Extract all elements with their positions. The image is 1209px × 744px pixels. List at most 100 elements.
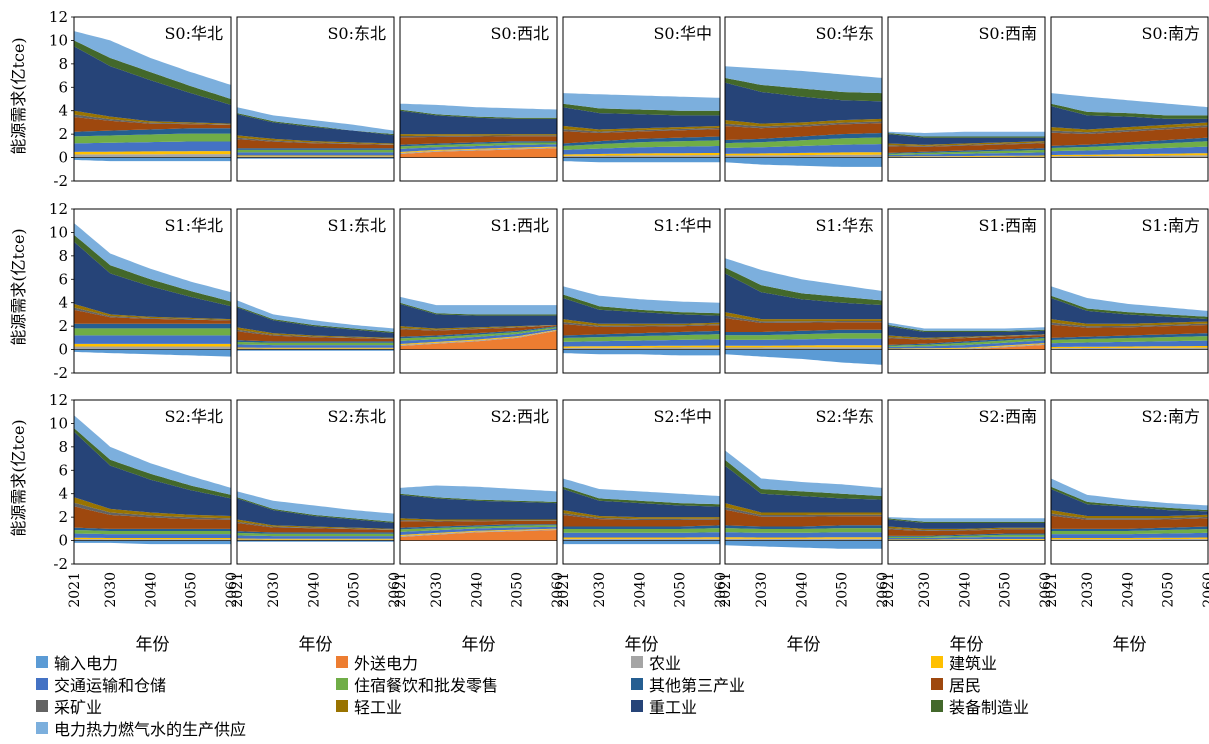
panel: S2:西北 2021 2030 2040 2050 2060 年份 bbox=[393, 399, 566, 655]
legend-swatch bbox=[631, 700, 643, 712]
area-交通运输和仓储 bbox=[563, 532, 720, 538]
panel: S0:南方 bbox=[1050, 16, 1209, 182]
area-采矿业 bbox=[725, 315, 882, 323]
area-轻工业 bbox=[888, 141, 1045, 146]
area-农业 bbox=[74, 346, 231, 350]
y-tick-label: -2 bbox=[53, 364, 68, 382]
area-装备制造业 bbox=[1051, 295, 1208, 320]
area-输入电力 bbox=[237, 157, 394, 159]
area-交通运输和仓储 bbox=[725, 144, 882, 154]
area-重工业 bbox=[1051, 489, 1208, 516]
area-其他第三产业 bbox=[1051, 333, 1208, 340]
legend-label: 装备制造业 bbox=[949, 698, 1030, 717]
panel: S1:南方 bbox=[1050, 208, 1209, 374]
area-电力热力燃气水的生产供应 bbox=[888, 131, 1045, 137]
legend-swatch bbox=[36, 722, 48, 734]
area-居民 bbox=[888, 143, 1045, 153]
area-采矿业 bbox=[725, 121, 882, 129]
x-tick-label: 2040 bbox=[958, 572, 974, 608]
panel-title: S0:南方 bbox=[1141, 24, 1200, 43]
area-输入电力 bbox=[725, 349, 882, 365]
panel-title: S1:南方 bbox=[1141, 216, 1200, 235]
area-采矿业 bbox=[888, 528, 1045, 531]
area-农业 bbox=[563, 155, 720, 158]
y-tick-label: 2 bbox=[58, 317, 68, 335]
area-建筑业 bbox=[888, 343, 1045, 349]
area-建筑业 bbox=[888, 539, 1045, 540]
area-农业 bbox=[74, 539, 231, 541]
area-电力热力燃气水的生产供应 bbox=[725, 258, 882, 301]
area-电力热力燃气水的生产供应 bbox=[725, 450, 882, 497]
y-tick-label: 0 bbox=[58, 341, 68, 359]
area-轻工业 bbox=[563, 319, 720, 326]
area-建筑业 bbox=[74, 151, 231, 155]
area-轻工业 bbox=[725, 118, 882, 127]
area-交通运输和仓储 bbox=[725, 338, 882, 346]
x-tick-label: 2060 bbox=[550, 572, 566, 608]
area-装备制造业 bbox=[725, 459, 882, 500]
area-装备制造业 bbox=[237, 113, 394, 136]
area-住宿餐饮和批发零售 bbox=[400, 327, 557, 341]
x-axis-title: 年份 bbox=[787, 635, 821, 655]
legend-label: 农业 bbox=[649, 654, 682, 673]
area-住宿餐饮和批发零售 bbox=[1051, 529, 1208, 535]
area-输入电力 bbox=[74, 157, 231, 162]
area-建筑业 bbox=[725, 152, 882, 156]
area-住宿餐饮和批发零售 bbox=[400, 142, 557, 149]
x-tick-label: 2040 bbox=[307, 572, 323, 608]
panel-title: S2:南方 bbox=[1141, 407, 1200, 426]
area-建筑业 bbox=[563, 537, 720, 539]
area-居民 bbox=[725, 318, 882, 332]
panel-frame bbox=[236, 399, 395, 565]
x-axis-title: 年份 bbox=[1113, 635, 1147, 655]
panel-title: S1:西南 bbox=[978, 216, 1037, 235]
area-输入电力 bbox=[563, 349, 720, 356]
panel-frame bbox=[724, 16, 883, 182]
legend-swatch bbox=[931, 656, 943, 668]
x-tick-label: 2040 bbox=[144, 572, 160, 608]
area-采矿业 bbox=[74, 307, 231, 321]
area-重工业 bbox=[1051, 298, 1208, 324]
area-其他第三产业 bbox=[1051, 137, 1208, 148]
panel: S2:西南 2021 2030 2040 2050 2060 年份 bbox=[881, 399, 1054, 655]
x-tick-label: 2050 bbox=[673, 572, 689, 608]
area-建筑业 bbox=[563, 152, 720, 156]
area-住宿餐饮和批发零售 bbox=[74, 328, 231, 336]
area-重工业 bbox=[74, 241, 231, 320]
area-重工业 bbox=[563, 298, 720, 324]
panel: S2:南方 2021 2030 2040 2050 2060 年份 bbox=[1044, 399, 1209, 655]
area-居民 bbox=[237, 139, 394, 149]
legend-item: 轻工业 bbox=[336, 695, 402, 717]
area-重工业 bbox=[237, 114, 394, 144]
legend-label: 交通运输和仓储 bbox=[54, 676, 167, 695]
area-装备制造业 bbox=[725, 267, 882, 306]
legend-label: 住宿餐饮和批发零售 bbox=[354, 676, 499, 695]
area-轻工业 bbox=[400, 134, 557, 136]
area-建筑业 bbox=[400, 146, 557, 153]
area-装备制造业 bbox=[400, 109, 557, 119]
area-交通运输和仓储 bbox=[888, 152, 1045, 157]
panel-title: S0:西北 bbox=[490, 24, 549, 43]
y-tick-label: 8 bbox=[58, 438, 68, 456]
y-axis-title: 能源需求(亿tce) bbox=[9, 419, 28, 536]
area-重工业 bbox=[237, 307, 394, 338]
y-axis-title: 能源需求(亿tce) bbox=[9, 228, 28, 345]
area-采矿业 bbox=[888, 142, 1045, 147]
area-农业 bbox=[725, 347, 882, 350]
panel-title: S1:东北 bbox=[327, 216, 386, 235]
x-tick-label: 2060 bbox=[387, 572, 403, 608]
panel: S1:东北 bbox=[236, 208, 395, 374]
panel-title: S2:西南 bbox=[978, 407, 1037, 426]
area-采矿业 bbox=[563, 513, 720, 520]
panel-title: S0:华中 bbox=[653, 24, 712, 43]
panel: S2:华中 2021 2030 2040 2050 2060 年份 bbox=[556, 399, 729, 655]
area-交通运输和仓储 bbox=[1051, 340, 1208, 347]
y-tick-label: 0 bbox=[58, 532, 68, 550]
legend-label: 居民 bbox=[949, 676, 982, 695]
panel-frame bbox=[887, 16, 1046, 182]
x-tick-label: 2060 bbox=[713, 572, 729, 608]
area-重工业 bbox=[400, 494, 557, 520]
y-tick-label: 8 bbox=[58, 55, 68, 73]
x-tick-label: 2021 bbox=[881, 572, 897, 608]
area-建筑业 bbox=[888, 155, 1045, 157]
